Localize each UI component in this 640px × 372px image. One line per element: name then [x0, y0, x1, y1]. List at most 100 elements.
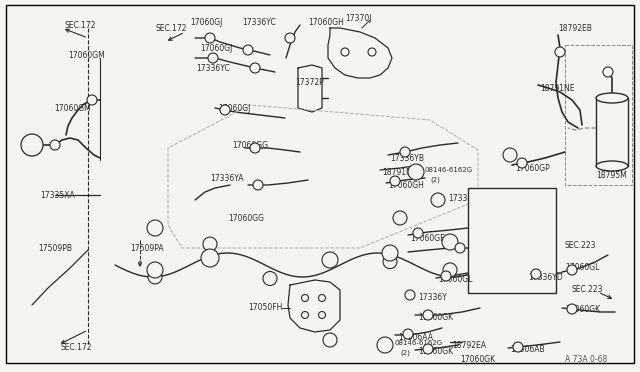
- Circle shape: [423, 310, 433, 320]
- Circle shape: [341, 48, 349, 56]
- Circle shape: [322, 252, 338, 268]
- Circle shape: [301, 311, 308, 318]
- Circle shape: [567, 265, 577, 275]
- Circle shape: [441, 271, 451, 281]
- Text: 18795M: 18795M: [596, 170, 627, 180]
- Circle shape: [147, 262, 163, 278]
- Text: M: M: [207, 254, 213, 263]
- Circle shape: [403, 329, 413, 339]
- Circle shape: [87, 95, 97, 105]
- Circle shape: [423, 344, 433, 354]
- Text: 17370J: 17370J: [345, 13, 371, 22]
- Text: 17336YC: 17336YC: [196, 64, 230, 73]
- Circle shape: [323, 333, 337, 347]
- Ellipse shape: [596, 161, 628, 171]
- Circle shape: [220, 105, 230, 115]
- Text: 08146-6162G: 08146-6162G: [425, 167, 473, 173]
- Text: h: h: [153, 226, 157, 232]
- Circle shape: [148, 270, 162, 284]
- Circle shape: [567, 304, 577, 314]
- Circle shape: [405, 290, 415, 300]
- Circle shape: [368, 48, 376, 56]
- Text: 17336Y: 17336Y: [418, 294, 447, 302]
- Text: B: B: [382, 341, 388, 350]
- Text: 17336YD: 17336YD: [528, 273, 563, 282]
- Text: z: z: [30, 141, 34, 151]
- Circle shape: [443, 263, 457, 277]
- Circle shape: [517, 158, 527, 168]
- Text: r: r: [509, 153, 511, 159]
- Circle shape: [301, 295, 308, 301]
- Text: SEC.172: SEC.172: [60, 343, 92, 353]
- Text: 17060GH: 17060GH: [308, 17, 344, 26]
- Text: 17060GG: 17060GG: [232, 141, 268, 150]
- Text: 17060GG: 17060GG: [228, 214, 264, 222]
- Bar: [596, 98, 628, 166]
- Text: A 73A 0-68: A 73A 0-68: [565, 356, 607, 365]
- Text: 18791NE: 18791NE: [540, 83, 575, 93]
- Circle shape: [390, 176, 400, 186]
- Text: g: g: [436, 198, 440, 204]
- Circle shape: [250, 63, 260, 73]
- Text: 17060GJ: 17060GJ: [218, 103, 250, 112]
- Text: 17060GJ: 17060GJ: [200, 44, 232, 52]
- Circle shape: [208, 53, 218, 63]
- Text: 18792EA: 18792EA: [452, 340, 486, 350]
- Circle shape: [205, 33, 215, 43]
- Text: 17060GM: 17060GM: [68, 51, 105, 60]
- Text: 17336YB: 17336YB: [390, 154, 424, 163]
- Text: 17060GL: 17060GL: [565, 263, 600, 273]
- Text: SEC.172: SEC.172: [155, 23, 186, 32]
- Circle shape: [253, 180, 263, 190]
- Text: 17506AB: 17506AB: [510, 346, 545, 355]
- Text: 17050FH: 17050FH: [248, 304, 282, 312]
- Text: 17060GE: 17060GE: [410, 234, 445, 243]
- Text: B: B: [413, 169, 419, 177]
- Circle shape: [603, 67, 613, 77]
- Text: 08146-6162G: 08146-6162G: [395, 340, 443, 346]
- Text: 17060GL: 17060GL: [438, 276, 472, 285]
- Circle shape: [319, 311, 326, 318]
- Circle shape: [50, 140, 60, 150]
- Text: 17509PA: 17509PA: [130, 244, 164, 253]
- Circle shape: [319, 295, 326, 301]
- Circle shape: [382, 245, 398, 261]
- Text: 17060GJ: 17060GJ: [190, 17, 222, 26]
- Text: 17060GE: 17060GE: [468, 234, 503, 243]
- Circle shape: [555, 47, 565, 57]
- Text: 17506AA: 17506AA: [398, 334, 433, 343]
- Text: 17060GP: 17060GP: [515, 164, 550, 173]
- Circle shape: [383, 254, 397, 269]
- Text: 17060GK: 17060GK: [460, 356, 495, 365]
- Text: 17060GH: 17060GH: [388, 180, 424, 189]
- Text: 17509PB: 17509PB: [38, 244, 72, 253]
- Ellipse shape: [596, 93, 628, 103]
- Circle shape: [408, 164, 424, 180]
- Text: o: o: [448, 240, 452, 246]
- Text: 18791ND: 18791ND: [382, 167, 418, 176]
- Text: 18792EB: 18792EB: [558, 23, 592, 32]
- Circle shape: [203, 237, 217, 251]
- Circle shape: [377, 337, 393, 353]
- Text: (2): (2): [430, 177, 440, 183]
- Text: 17372P: 17372P: [295, 77, 324, 87]
- Circle shape: [250, 143, 260, 153]
- Circle shape: [531, 269, 541, 279]
- Circle shape: [243, 45, 253, 55]
- Circle shape: [442, 234, 458, 250]
- Text: SEC.223: SEC.223: [565, 241, 596, 250]
- Circle shape: [323, 253, 337, 267]
- Text: (2): (2): [400, 350, 410, 356]
- Text: D: D: [397, 216, 403, 222]
- Text: 17336YA: 17336YA: [210, 173, 243, 183]
- Text: 17336YC: 17336YC: [242, 17, 276, 26]
- Text: 17060GM: 17060GM: [54, 103, 91, 112]
- Text: 17060GK: 17060GK: [418, 314, 453, 323]
- Text: m: m: [152, 268, 158, 274]
- Bar: [468, 188, 556, 293]
- Text: SEC.223: SEC.223: [572, 285, 604, 295]
- Text: SEC.172: SEC.172: [64, 20, 95, 29]
- Circle shape: [413, 228, 423, 238]
- Circle shape: [513, 342, 523, 352]
- Circle shape: [285, 33, 295, 43]
